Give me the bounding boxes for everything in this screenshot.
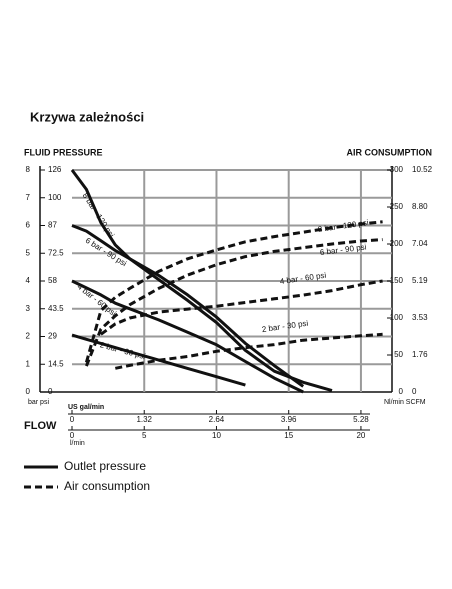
chart-title: Krzywa zależności (30, 109, 144, 124)
x2-tick-label: 1.32 (136, 415, 152, 424)
y-tick-label: 3 (26, 304, 31, 313)
y-psi-label: 29 (48, 332, 57, 341)
series-line (85, 238, 383, 367)
series-label: 6 bar - 90 psi (319, 242, 367, 257)
y2-axis-label: AIR CONSUMPTION (347, 147, 433, 157)
series-line (84, 220, 383, 363)
x-axis-label: FLOW (24, 420, 57, 432)
x2-tick-label: 0 (70, 415, 75, 424)
legend-label: Outlet pressure (64, 459, 146, 473)
legend-label: Air consumption (64, 479, 150, 493)
y-tick-label: 8 (26, 165, 31, 174)
x-tick-label: 0 (70, 431, 75, 440)
y-psi-label: 87 (48, 221, 57, 230)
x-tick-label: 15 (284, 431, 293, 440)
y2-tick-label: 300 (390, 165, 404, 174)
y-tick-label: 5 (26, 248, 31, 257)
x-tick-label: 10 (212, 431, 221, 440)
y-units: bar psi (28, 399, 49, 406)
series-line (71, 279, 304, 394)
series-label: 2 bar - 30 psi (261, 319, 309, 334)
y2-scfm-label: 1.76 (412, 350, 428, 359)
y-psi-label: 14.5 (48, 359, 64, 368)
y-psi-label: 0 (48, 387, 53, 396)
y-tick-label: 1 (26, 359, 31, 368)
y2-scfm-label: 8.80 (412, 202, 428, 211)
y-tick-label: 7 (26, 193, 31, 202)
y2-tick-label: 200 (390, 239, 404, 248)
y-psi-label: 58 (48, 276, 57, 285)
x2-tick-label: 3.96 (281, 415, 297, 424)
x-tick-label: 5 (142, 431, 147, 440)
y2-tick-label: 100 (390, 313, 404, 322)
y-psi-label: 100 (48, 193, 62, 202)
x-units: l/min (70, 440, 85, 447)
y-tick-label: 6 (26, 221, 31, 230)
y-axis-label: FLUID PRESSURE (24, 147, 103, 157)
x2-tick-label: 5.28 (353, 415, 369, 424)
y2-units: Nl/min SCFM (384, 399, 426, 406)
series-line (71, 224, 305, 388)
y-tick-label: 2 (26, 332, 31, 341)
y-psi-label: 72.5 (48, 248, 64, 257)
y2-tick-label: 250 (390, 202, 404, 211)
y2-scfm-label: 5.19 (412, 276, 428, 285)
x2-units: US gal/min (68, 404, 104, 411)
series-line (70, 169, 333, 393)
series-label: 2 bar - 30 psi (99, 340, 147, 361)
y-psi-label: 43.5 (48, 304, 64, 313)
y-tick-label: 4 (26, 276, 31, 285)
x-tick-label: 20 (356, 431, 365, 440)
series-line (100, 279, 383, 336)
x2-tick-label: 2.64 (209, 415, 225, 424)
y-tick-label: 0 (26, 387, 31, 396)
y2-tick-label: 0 (399, 387, 404, 396)
y2-scfm-label: 3.53 (412, 313, 428, 322)
y2-scfm-label: 7.04 (412, 239, 428, 248)
y2-tick-label: 150 (390, 276, 404, 285)
y2-tick-label: 50 (394, 350, 403, 359)
series-label: 4 bar - 60 psi (279, 271, 327, 286)
y2-scfm-label: 10.52 (412, 165, 433, 174)
y2-scfm-label: 0 (412, 387, 417, 396)
series-line (115, 332, 383, 370)
y-psi-label: 126 (48, 165, 62, 174)
